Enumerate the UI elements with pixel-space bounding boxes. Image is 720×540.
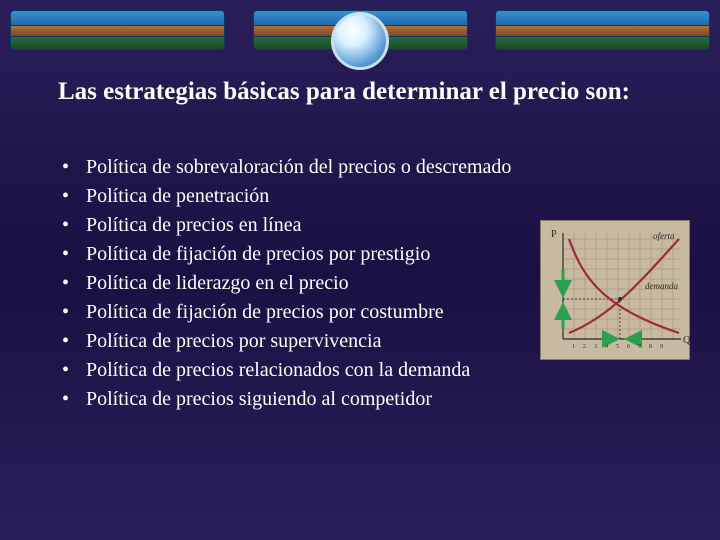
svg-text:1: 1 <box>572 344 575 350</box>
svg-text:5: 5 <box>616 344 619 350</box>
svg-text:3: 3 <box>594 344 597 350</box>
header-decor <box>0 10 720 58</box>
banner-left <box>10 10 225 50</box>
svg-text:7: 7 <box>638 344 641 350</box>
list-item: Política de sobrevaloración del precios … <box>58 153 658 182</box>
list-item: Política de penetración <box>58 182 658 211</box>
svg-text:9: 9 <box>660 344 663 350</box>
svg-text:6: 6 <box>627 344 630 350</box>
svg-text:4: 4 <box>605 344 608 350</box>
svg-text:oferta: oferta <box>653 231 675 241</box>
list-item: Política de precios siguiendo al competi… <box>58 385 658 414</box>
svg-text:demanda: demanda <box>645 281 678 291</box>
chart-svg: P Qoferta demanda 1 2 3 4 5 6 7 8 9 <box>541 221 691 361</box>
svg-text:Q: Q <box>683 335 691 346</box>
banner-right <box>495 10 710 50</box>
slide-title: Las estrategias básicas para determinar … <box>58 76 658 107</box>
center-orb-icon <box>331 12 389 70</box>
svg-text:2: 2 <box>583 344 586 350</box>
svg-text:8: 8 <box>649 344 652 350</box>
supply-demand-chart: P Qoferta demanda 1 2 3 4 5 6 7 8 9 <box>540 220 690 360</box>
svg-text:P: P <box>551 229 557 240</box>
